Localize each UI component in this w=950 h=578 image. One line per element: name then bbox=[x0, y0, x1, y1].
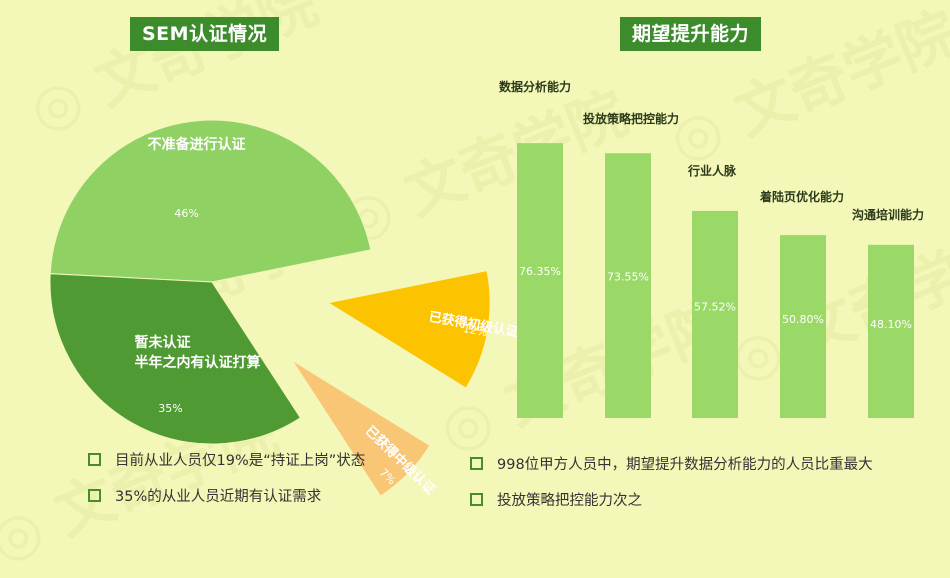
bar bbox=[517, 143, 563, 418]
bar bbox=[692, 210, 738, 418]
pie-slice-label: 暂未认证 bbox=[135, 334, 191, 351]
bullet-item: 投放策略把控能力次之 bbox=[470, 481, 873, 517]
bullet-text: 998位甲方人员中，期望提升数据分析能力的人员比重最大 bbox=[497, 456, 873, 473]
charts-canvas: 不准备进行认证46%已获得初级认证12%已获得中级认证7%暂未认证半年之内有认证… bbox=[49, 79, 924, 498]
pie-slice bbox=[291, 359, 431, 497]
checkbox-bullet-icon bbox=[470, 456, 483, 470]
right-bullet-list: 998位甲方人员中，期望提升数据分析能力的人员比重最大 投放策略把控能力次之 bbox=[470, 445, 873, 517]
bar-value-label: 48.10% bbox=[870, 318, 912, 331]
pie-slice-value: 35% bbox=[158, 402, 182, 415]
bar-value-label: 50.80% bbox=[782, 313, 824, 326]
checkbox-bullet-icon bbox=[88, 452, 101, 466]
bar bbox=[780, 235, 826, 418]
left-bullet-list: 目前从业人员仅19%是“持证上岗”状态 35%的从业人员近期有认证需求 bbox=[88, 441, 365, 513]
bar-value-label: 73.55% bbox=[607, 270, 649, 283]
bullet-item: 目前从业人员仅19%是“持证上岗”状态 bbox=[88, 441, 365, 477]
bar bbox=[868, 244, 914, 418]
bullet-text: 投放策略把控能力次之 bbox=[497, 492, 642, 509]
bullet-item: 35%的从业人员近期有认证需求 bbox=[88, 477, 365, 513]
checkbox-bullet-icon bbox=[470, 492, 483, 506]
pie-slice-value: 12% bbox=[462, 322, 488, 339]
pie-slice-label: 不准备进行认证 bbox=[148, 136, 246, 153]
pie-slice bbox=[49, 273, 302, 445]
checkbox-bullet-icon bbox=[88, 488, 101, 502]
bar-chart: 76.35% 数据分析能力 73.55% 投放策略把控能力 57.52% 行业人脉 50.8… bbox=[499, 79, 924, 418]
pie-slice bbox=[326, 270, 491, 389]
pie-slice bbox=[49, 119, 372, 283]
pie-chart-title: SEM认证情况 bbox=[130, 17, 280, 51]
bullet-item: 998位甲方人员中，期望提升数据分析能力的人员比重最大 bbox=[470, 445, 873, 481]
bullet-text: 35%的从业人员近期有认证需求 bbox=[115, 488, 322, 505]
pie-slice-value: 46% bbox=[174, 207, 198, 220]
bar-category-label: 投放策略把控能力 bbox=[583, 111, 679, 126]
bar bbox=[605, 153, 651, 418]
bar-category-label: 着陆页优化能力 bbox=[759, 189, 844, 204]
pie-slice-label: 半年之内有认证打算 bbox=[135, 354, 261, 371]
bar-value-label: 76.35% bbox=[519, 265, 561, 278]
bar-category-label: 数据分析能力 bbox=[499, 79, 571, 94]
bullet-text: 目前从业人员仅19%是“持证上岗”状态 bbox=[115, 452, 366, 469]
bar-value-label: 57.52% bbox=[694, 300, 736, 313]
bar-category-label: 沟通培训能力 bbox=[852, 207, 924, 222]
bar-category-label: 行业人脉 bbox=[687, 163, 737, 178]
bar-chart-title: 期望提升能力 bbox=[620, 17, 762, 51]
pie-slice-label-group: 不准备进行认证 46% bbox=[148, 136, 246, 220]
